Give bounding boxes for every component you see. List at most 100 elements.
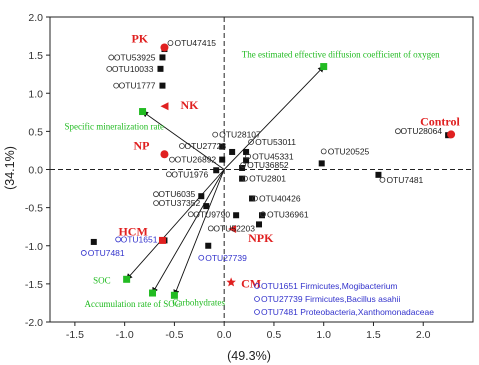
otu-label: OTU53925: [114, 52, 156, 62]
x-tick-label: 1.0: [316, 329, 331, 341]
legend-entry: OTU27739 Firmicutes,Bacillus asahii: [261, 294, 400, 304]
otu-label-marker: [395, 128, 401, 135]
otu-point: [203, 203, 210, 210]
otu-label: OTU40426: [259, 193, 301, 203]
env-point: [123, 275, 131, 283]
otu-label-marker: [106, 65, 113, 72]
env-point: [139, 108, 147, 116]
otu-label: OTU27728: [185, 141, 227, 151]
y-tick-label: -1.0: [25, 241, 43, 253]
treatment-label: NK: [180, 98, 199, 112]
otu-label: OTU53011: [255, 137, 296, 147]
otu-point: [159, 82, 166, 89]
y-tick-label: 1.0: [28, 88, 43, 100]
otu-label: OTU7481: [386, 175, 423, 185]
env-arrow: [223, 65, 325, 170]
env-point: [170, 291, 178, 299]
otu-point: [243, 157, 250, 164]
otu-label: OTU1976: [171, 169, 208, 179]
otu-point: [219, 156, 226, 163]
legend-entry: OTU1651 Firmicutes,Mogibacterium: [261, 281, 398, 291]
otu-label-marker: [169, 156, 175, 163]
otu-label-marker: [108, 54, 115, 61]
otu-point: [243, 148, 250, 155]
otu-label-marker: [252, 195, 258, 202]
otu-label-marker: [260, 211, 266, 218]
otu-label: OTU28107: [219, 130, 261, 140]
otu-label: OTU52203: [213, 223, 255, 233]
env-point: [149, 289, 157, 297]
env-label: The estimated effective diffusion coeffi…: [242, 50, 440, 60]
otu-point: [258, 212, 265, 219]
otu-label: OTU36852: [247, 160, 289, 170]
otu-label: OTU9790: [193, 209, 230, 219]
x-tick-label: 0.5: [267, 329, 282, 341]
treatment-point: [160, 43, 169, 52]
treatment-label: CM: [241, 276, 261, 290]
env-arrow: [152, 169, 225, 294]
otu-label-marker: [248, 139, 254, 145]
x-axis-label: (49.3%): [227, 349, 271, 363]
y-tick-label: -0.5: [25, 203, 43, 215]
env-label: Carbohydrates: [172, 297, 225, 307]
x-tick-label: -1.0: [116, 329, 134, 341]
legend-entry: OTU7481 Proteobacteria,Xanthomonadaceae: [261, 307, 434, 317]
legend-marker: [254, 283, 260, 289]
otu-label: OTU1651: [121, 234, 158, 244]
otu-label-marker: [240, 162, 246, 168]
treatment-point: [226, 277, 236, 287]
otu-point: [219, 143, 226, 150]
env-point: [320, 63, 328, 71]
otu-point: [213, 167, 220, 174]
env-arrow: [126, 169, 225, 280]
otu-label: OTU7481: [88, 248, 125, 258]
treatment-label: NP: [133, 138, 149, 152]
otu-label: OTU37352: [159, 198, 201, 208]
otu-label-marker: [166, 171, 172, 178]
treatment-point: [447, 130, 456, 139]
env-arrow: [141, 111, 225, 170]
otu-label: OTU36961: [267, 209, 309, 219]
otu-label: OTU26892: [175, 155, 217, 165]
otu-label-marker: [167, 40, 174, 46]
y-axis-label: (34.1%): [3, 146, 17, 190]
otu-label-marker: [245, 153, 251, 160]
treatment-label: Control: [420, 114, 460, 128]
x-tick-label: 2.0: [416, 329, 431, 341]
otu-point: [239, 164, 246, 171]
otu-point: [249, 195, 256, 202]
otu-label: OTU10033: [112, 64, 154, 74]
otu-label: OTU45331: [252, 151, 294, 161]
otu-point: [318, 160, 325, 167]
env-label: SOC: [93, 275, 111, 285]
otu-label-marker: [153, 191, 159, 198]
env-arrow: [173, 169, 225, 297]
otu-point: [375, 171, 382, 178]
treatment-label: PK: [131, 32, 148, 46]
otu-label-marker: [198, 254, 205, 261]
otu-label: OTU47415: [174, 38, 216, 48]
y-tick-label: 1.5: [28, 50, 43, 62]
x-tick-label: -1.5: [66, 329, 84, 341]
treatment-point: [160, 102, 169, 111]
otu-label-marker: [153, 200, 159, 207]
treatment-point: [160, 150, 169, 159]
otu-point: [233, 212, 240, 219]
y-tick-label: 0.0: [28, 165, 43, 177]
otu-point: [159, 54, 166, 61]
otu-label-marker: [242, 175, 248, 182]
otu-label-marker: [320, 148, 327, 155]
legend-marker: [254, 309, 260, 315]
otu-point: [157, 65, 164, 72]
otu-label: OTU20525: [328, 146, 370, 156]
treatment-point: [228, 224, 237, 233]
otu-label-marker: [113, 82, 120, 89]
env-label: Accumulation rate of SOC: [85, 299, 181, 309]
otu-label-marker: [115, 236, 122, 243]
otu-label-marker: [179, 143, 185, 149]
otu-point: [239, 175, 246, 182]
env-label: Specific mineralization rate: [65, 122, 164, 132]
y-tick-label: -2.0: [25, 317, 43, 329]
otu-point: [229, 148, 236, 155]
